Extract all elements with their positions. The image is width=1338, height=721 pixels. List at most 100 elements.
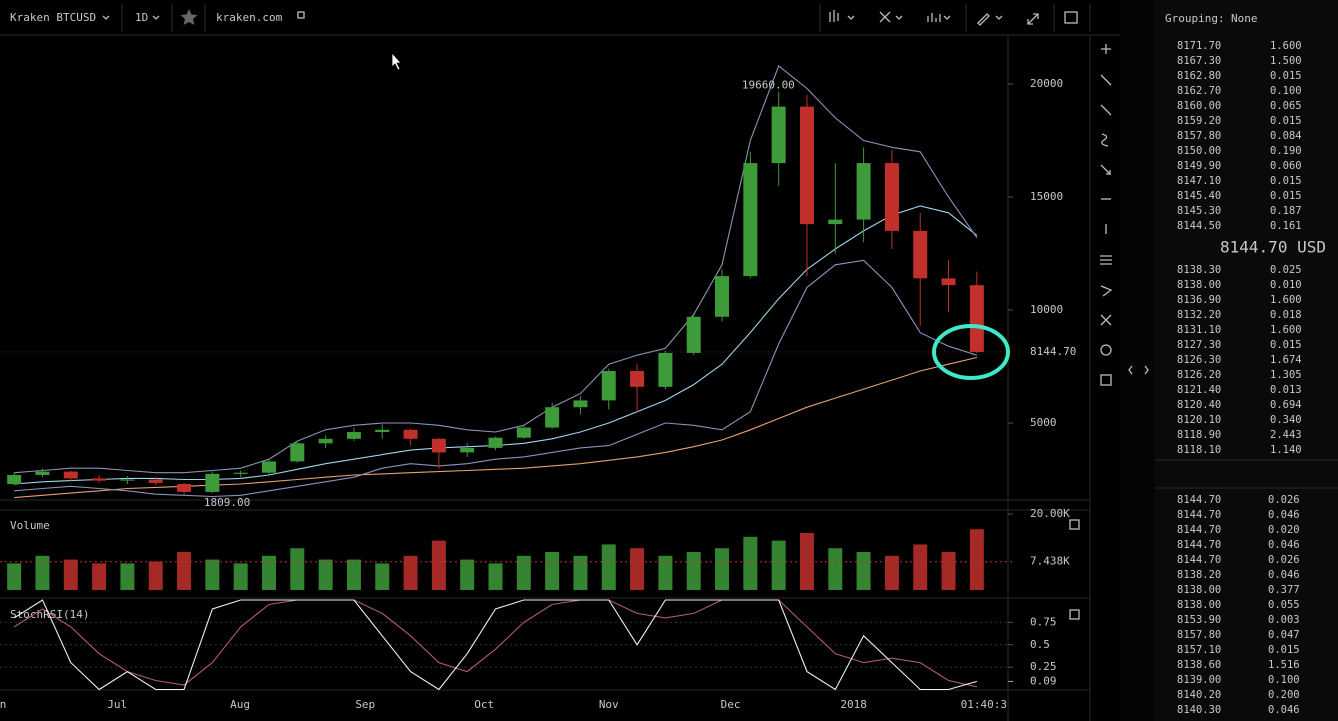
candle-body bbox=[403, 429, 418, 439]
book-price: 8144.50 bbox=[1177, 220, 1221, 232]
tool-arrow[interactable] bbox=[1100, 164, 1112, 175]
favorite-icon[interactable] bbox=[180, 9, 198, 25]
volume-bar bbox=[177, 552, 192, 590]
trade-price: 8140.30 bbox=[1177, 704, 1221, 716]
close-pane[interactable] bbox=[1069, 609, 1080, 620]
volume-bar bbox=[856, 552, 871, 590]
grouping-value[interactable]: None bbox=[1231, 12, 1258, 25]
candle-body bbox=[771, 106, 786, 164]
interval[interactable]: 1D bbox=[135, 11, 148, 24]
trade-price: 8144.70 bbox=[1177, 524, 1221, 536]
candle-body bbox=[743, 163, 758, 277]
volume-bar bbox=[346, 559, 361, 590]
book-price: 8120.40 bbox=[1177, 399, 1221, 411]
collapse-arrows[interactable] bbox=[1128, 365, 1149, 375]
book-price: 8149.90 bbox=[1177, 160, 1221, 172]
book-price: 8118.10 bbox=[1177, 444, 1221, 456]
volume-bar bbox=[969, 529, 984, 590]
candle-body bbox=[715, 276, 730, 317]
candle-body bbox=[601, 371, 616, 401]
candle-body bbox=[431, 438, 446, 453]
chart-type-icon[interactable] bbox=[927, 13, 951, 22]
volume-bar bbox=[686, 552, 701, 590]
site[interactable]: kraken.com bbox=[216, 11, 283, 24]
volume-bar bbox=[488, 563, 503, 590]
volume-bar bbox=[261, 555, 276, 590]
book-price: 8138.00 bbox=[1177, 279, 1221, 291]
tool-curve[interactable] bbox=[1101, 133, 1109, 147]
stoch-line bbox=[13, 599, 978, 688]
stoch-line bbox=[13, 599, 978, 691]
volume-bar bbox=[403, 555, 418, 590]
tool-ray[interactable] bbox=[1100, 104, 1112, 116]
trade-amount: 0.003 bbox=[1268, 614, 1300, 626]
book-price: 8160.00 bbox=[1177, 100, 1221, 112]
book-price: 8118.90 bbox=[1177, 429, 1221, 441]
screenshot-icon[interactable] bbox=[1064, 11, 1078, 24]
book-amount: 0.015 bbox=[1270, 115, 1302, 127]
book-price: 8162.70 bbox=[1177, 85, 1221, 97]
trade-price: 8144.70 bbox=[1177, 554, 1221, 566]
trade-price: 8138.60 bbox=[1177, 659, 1221, 671]
tool-gann[interactable] bbox=[1100, 314, 1112, 326]
book-amount: 0.060 bbox=[1270, 160, 1302, 172]
tool-fib[interactable] bbox=[1100, 255, 1112, 265]
annotation: 1809.00 bbox=[204, 496, 250, 509]
candle-body bbox=[573, 400, 588, 408]
candle-body bbox=[290, 443, 305, 462]
book-price: 8126.30 bbox=[1177, 354, 1221, 366]
trade-price: 8144.70 bbox=[1177, 539, 1221, 551]
book-price: 8121.40 bbox=[1177, 384, 1221, 396]
volume-bar bbox=[545, 552, 560, 590]
tool-cross[interactable] bbox=[1101, 44, 1111, 54]
indicator-icon[interactable] bbox=[879, 11, 903, 23]
volume-bar bbox=[431, 540, 446, 590]
fullscreen-icon[interactable] bbox=[1027, 13, 1039, 25]
close-pane[interactable] bbox=[1069, 519, 1080, 530]
tool-circle[interactable] bbox=[1100, 344, 1112, 356]
candle-body bbox=[545, 407, 560, 428]
book-price: 8131.10 bbox=[1177, 324, 1221, 336]
draw-icon[interactable] bbox=[977, 13, 1003, 26]
tool-line[interactable] bbox=[1100, 74, 1112, 86]
bars-icon[interactable] bbox=[829, 10, 855, 22]
trade-amount: 0.020 bbox=[1268, 524, 1300, 536]
tool-rect[interactable] bbox=[1100, 374, 1112, 386]
candle-body bbox=[969, 285, 984, 352]
volume-bar bbox=[35, 555, 50, 590]
annotation: 19660.00 bbox=[742, 79, 795, 92]
candle-body bbox=[375, 429, 390, 433]
volume-bar bbox=[516, 555, 531, 590]
candle-body bbox=[120, 479, 135, 481]
volume-bar bbox=[743, 536, 758, 590]
book-amount: 1.674 bbox=[1270, 354, 1302, 366]
x-tick-label: n bbox=[0, 698, 6, 711]
tool-pitchfork[interactable] bbox=[1100, 285, 1113, 297]
x-cursor-label: 01:40:3 bbox=[961, 698, 1007, 711]
candle-body bbox=[177, 484, 192, 492]
trade-price: 8157.10 bbox=[1177, 644, 1221, 656]
volume-bar bbox=[658, 555, 673, 590]
plot: n Jul Aug Sep Oct Nov Dec 2018 01:40:3 5000 10000 1… bbox=[0, 40, 1302, 716]
volume-bar bbox=[92, 563, 107, 590]
symbol[interactable]: Kraken BTCUSD bbox=[10, 11, 96, 24]
book-price: 8159.20 bbox=[1177, 115, 1221, 127]
book-amount: 0.161 bbox=[1270, 220, 1302, 232]
trade-price: 8139.00 bbox=[1177, 674, 1221, 686]
link-icon[interactable] bbox=[297, 11, 305, 19]
x-tick-label: Jul bbox=[107, 698, 127, 711]
highlight-circle bbox=[932, 324, 1010, 380]
trade-price: 8138.00 bbox=[1177, 599, 1221, 611]
book-amount: 1.500 bbox=[1270, 55, 1302, 67]
book-price: 8167.30 bbox=[1177, 55, 1221, 67]
volume-bar bbox=[63, 559, 78, 590]
book-amount: 0.190 bbox=[1270, 145, 1302, 157]
candle-body bbox=[460, 447, 475, 453]
volume-bar bbox=[205, 559, 220, 590]
volume-bar bbox=[460, 559, 475, 590]
candle-body bbox=[233, 472, 248, 474]
book-price: 8138.30 bbox=[1177, 264, 1221, 276]
candle-body bbox=[658, 352, 673, 387]
book-price: 8136.90 bbox=[1177, 294, 1221, 306]
y-tick-label: 0.5 bbox=[1030, 638, 1050, 651]
